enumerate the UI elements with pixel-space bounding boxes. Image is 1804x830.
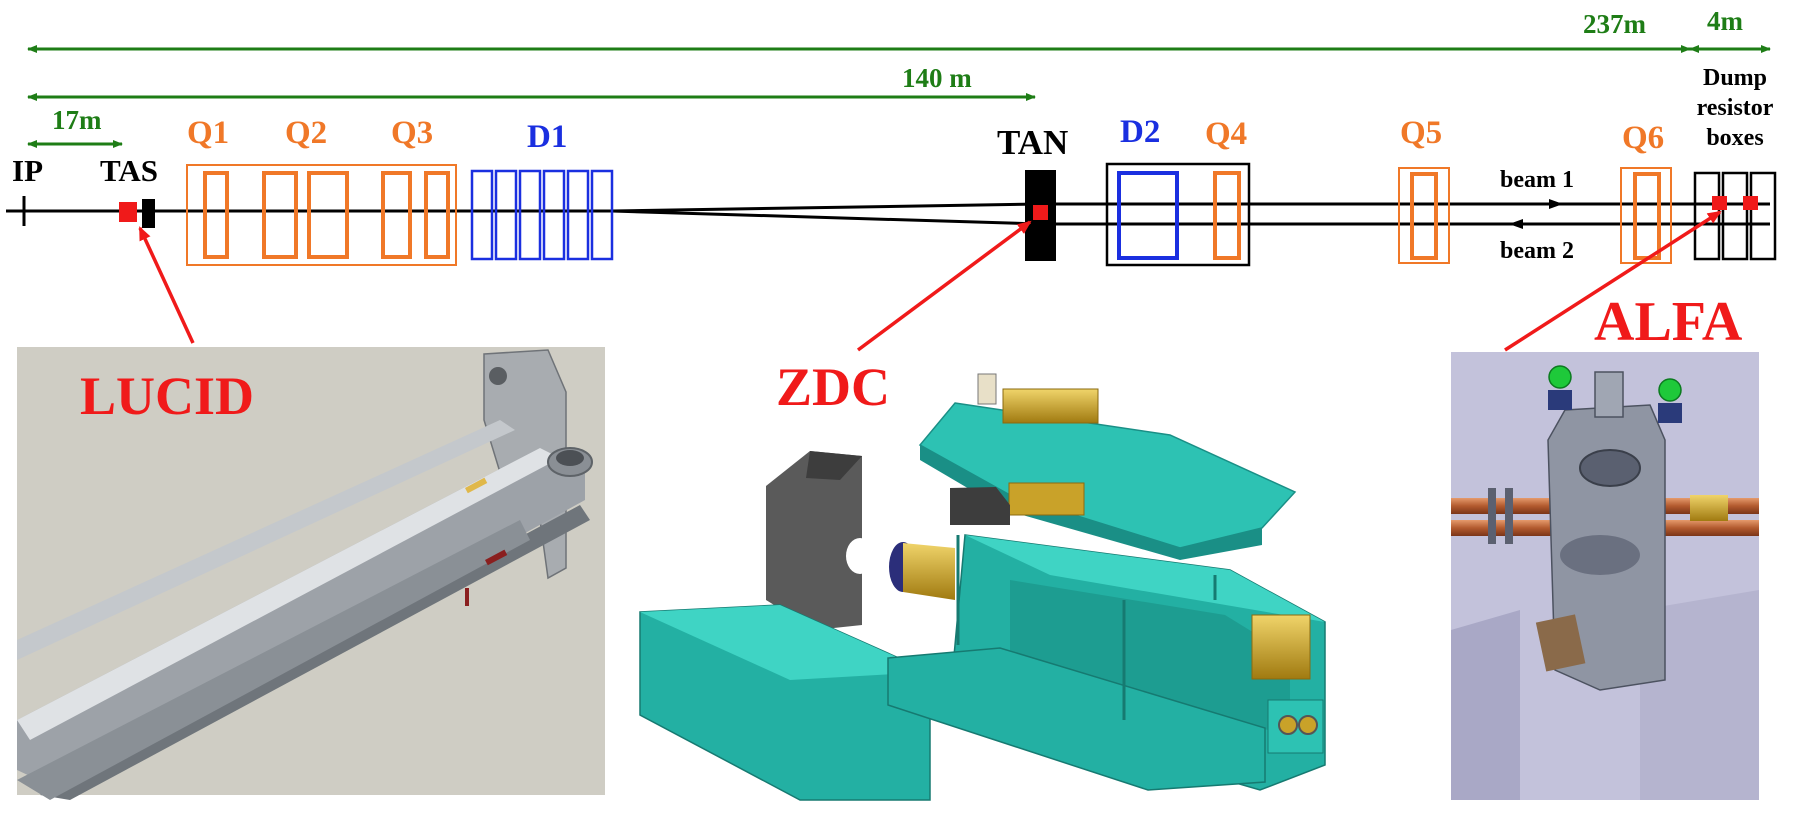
beam-line-2 (611, 209, 1041, 226)
q5-quadrupole: Q5 (1398, 115, 1450, 264)
beam-2-label: beam 2 (1500, 238, 1574, 264)
tas-red-marker (119, 202, 137, 222)
dump-resistor-boxes: Dump resistor boxes (1693, 65, 1777, 261)
zdc-render: ZDC (639, 357, 1326, 801)
dump-label-line1: Dump (1703, 65, 1767, 91)
dump-label-line3: boxes (1706, 125, 1763, 151)
tan-red-marker (1033, 205, 1048, 220)
d2-magnet (1117, 171, 1179, 260)
triplet-cryostat (186, 164, 457, 266)
q4-label: Q4 (1205, 116, 1247, 152)
q2a-magnet (262, 171, 298, 259)
distance-label-237m: 237m (1583, 9, 1647, 39)
inner-triplet: Q1 Q2 Q3 (186, 115, 457, 266)
zdc-label: ZDC (776, 357, 890, 417)
q3b-magnet (424, 171, 450, 259)
beam-1-label: beam 1 (1500, 167, 1574, 193)
d1-dipole: D1 (470, 119, 614, 261)
d2-label: D2 (1120, 114, 1160, 150)
q2b-magnet (307, 171, 349, 259)
distance-label-4m: 4m (1707, 6, 1744, 36)
alfa-label: ALFA (1594, 291, 1743, 353)
zdc-pointer-arrow (856, 220, 1032, 352)
dump-label-line2: resistor (1697, 95, 1774, 121)
beam-lines: beam 1 beam 2 (6, 167, 1770, 264)
pointer-arrows (138, 210, 1722, 352)
d1-label: D1 (527, 119, 567, 155)
distance-label-17m: 17m (52, 105, 102, 135)
alfa-render: ALFA (1451, 291, 1759, 800)
ip-label: IP (12, 153, 43, 188)
d2-q4-cryostat: D2 Q4 (1105, 114, 1251, 267)
ip-marker: IP (12, 153, 43, 226)
q6-quadrupole: Q6 (1620, 120, 1672, 264)
q5-label: Q5 (1400, 115, 1442, 151)
q2-label: Q2 (285, 115, 327, 151)
tas-label: TAS (100, 153, 158, 188)
lucid-pointer-arrow (138, 226, 195, 344)
q4-magnet (1213, 171, 1241, 260)
tan-absorber: TAN (997, 123, 1068, 261)
alfa-red-marker-2 (1743, 196, 1758, 210)
tas-block (142, 199, 155, 228)
distance-label-140m: 140 m (902, 63, 972, 93)
q3a-magnet (381, 171, 412, 259)
alfa-pointer-arrow (1504, 210, 1722, 352)
lucid-label: LUCID (80, 366, 254, 426)
beam-line-1 (611, 202, 1041, 213)
lucid-render: LUCID (17, 347, 605, 800)
q1-label: Q1 (187, 115, 229, 151)
q6-label: Q6 (1622, 120, 1664, 156)
alfa-red-marker-1 (1712, 196, 1727, 210)
q3-label: Q3 (391, 115, 433, 151)
distance-arrows: 237m 4m 140 m 17m (27, 6, 1771, 148)
tan-label: TAN (997, 123, 1068, 162)
q1-magnet (203, 171, 229, 259)
tas-absorber: TAS (100, 153, 158, 228)
